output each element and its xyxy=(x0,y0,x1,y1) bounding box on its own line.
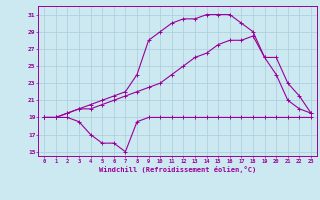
X-axis label: Windchill (Refroidissement éolien,°C): Windchill (Refroidissement éolien,°C) xyxy=(99,166,256,173)
